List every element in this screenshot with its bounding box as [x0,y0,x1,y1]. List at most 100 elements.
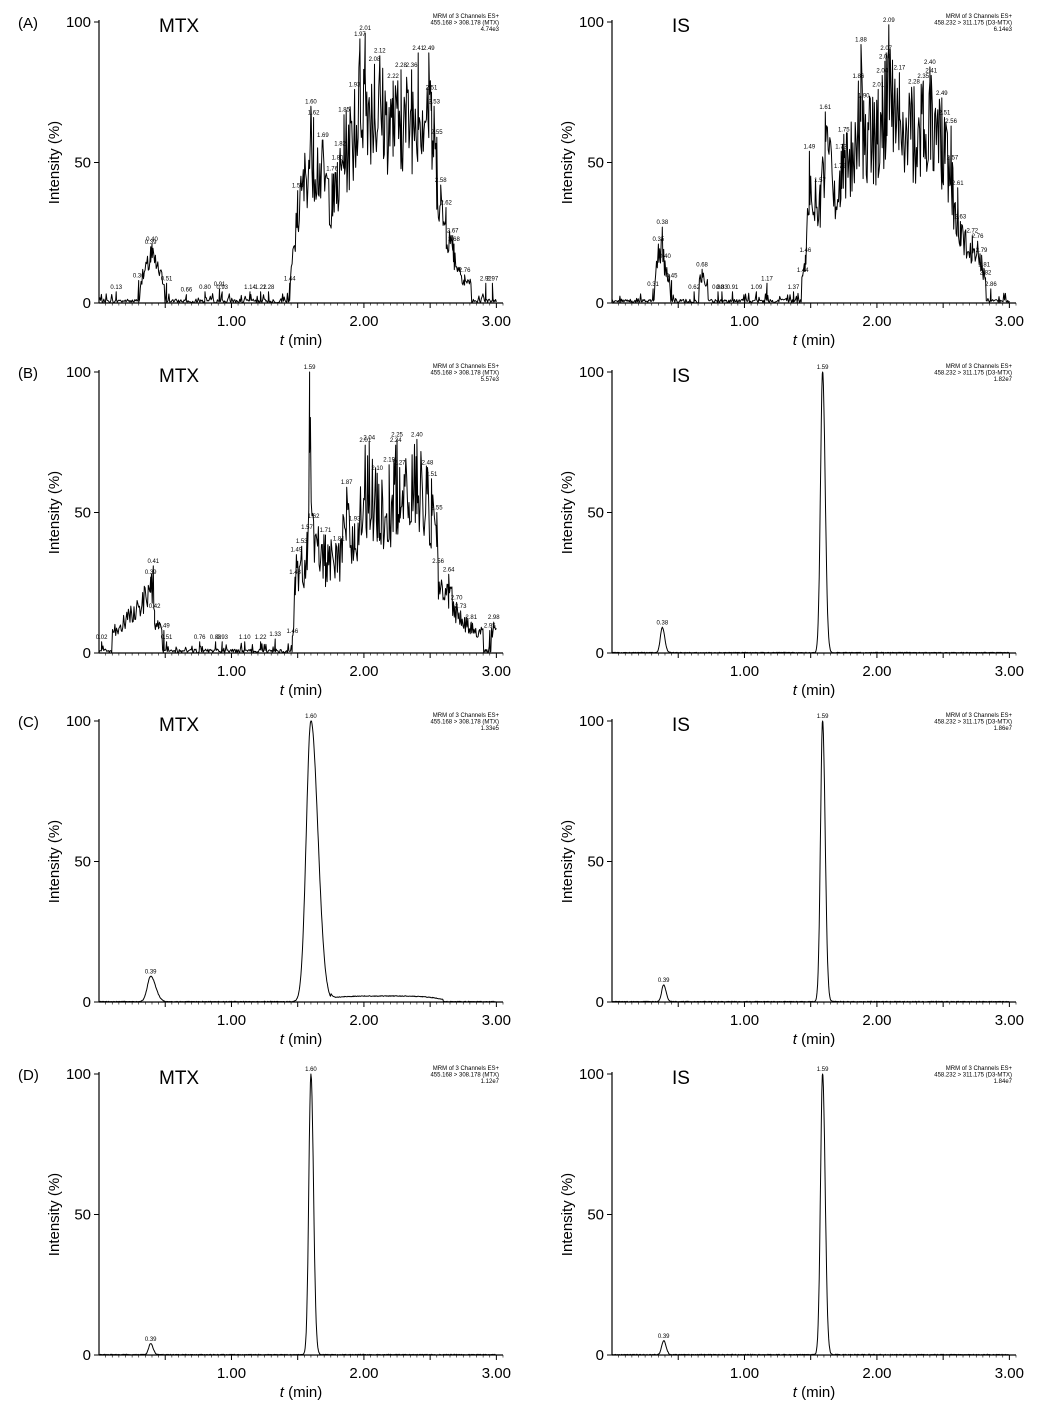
peak-label: 0.80 [712,285,724,291]
peak-label: 0.66 [181,288,193,294]
y-tick-label: 100 [579,1066,604,1083]
peak-label: 0.39 [658,978,670,984]
peak-label: 0.39 [145,970,157,976]
y-axis-title: Intensity (%) [46,1173,63,1256]
peak-label: 2.08 [369,57,381,63]
chromatogram-panel-d-mtx: (D) MTX MRM of 3 Channels ES+455.168 > 308… [18,1066,511,1401]
peak-label: 0.39 [145,240,157,246]
peak-label: 0.91 [727,285,739,291]
y-axis-title: Intensity (%) [46,820,63,903]
peak-label: 2.12 [374,49,386,55]
peak-label: 1.33 [269,632,281,638]
peak-label: 2.10 [371,466,383,472]
peak-label: 2.28 [395,63,407,69]
peak-label: 1.46 [800,248,812,254]
peak-label: 2.24 [390,438,402,444]
header-line: 5.57e3 [481,377,500,383]
chromatogram-trace [99,1073,497,1356]
chromatogram-trace [98,371,497,654]
analyte-name: MTX [159,366,199,387]
peak-label: 0.88 [210,635,222,641]
peak-label: 1.46 [287,629,299,635]
header-line: 455.168 > 308.178 (MTX) [430,1073,499,1079]
x-axis-title-unit: (min) [284,1384,322,1401]
x-axis-title-var: t [793,1031,798,1048]
y-axis-title: Intensity (%) [559,820,576,903]
x-axis-title-var: t [280,1031,285,1048]
y-tick-label: 100 [66,364,91,381]
x-axis-title: t (min) [280,1384,323,1401]
peak-label: 1.62 [308,111,320,117]
header-line: 458.232 > 311.175 (D3-MTX) [934,720,1012,726]
peak-label: 2.06 [879,54,891,60]
peak-label: 2.25 [391,432,403,438]
x-tick-label: 3.00 [482,1365,511,1382]
peak-label: 2.73 [455,604,467,610]
peak-label: 2.67 [447,229,459,235]
peak-label: 0.13 [110,285,122,291]
peak-label: 1.87 [341,480,353,486]
peak-label: 1.50 [292,184,304,190]
peak-label: 1.90 [858,94,870,100]
header-line: 4.74e3 [481,27,500,33]
peak-label: 1.22 [255,285,267,291]
peak-label: 1.82 [334,141,346,147]
y-tick-label: 0 [83,645,91,662]
header-line: 1.82e7 [994,377,1013,383]
y-axis-title: Intensity (%) [46,471,63,554]
peak-label: 2.01 [872,82,884,88]
peak-label: 2.62 [440,200,452,206]
x-axis-title-unit: (min) [797,682,835,699]
x-tick-label: 2.00 [349,1365,378,1382]
x-axis-title-unit: (min) [284,332,322,349]
chromatogram-panel-c-mtx: (C) MTX MRM of 3 Channels ES+455.168 > 308… [18,713,511,1048]
peak-label: 2.70 [451,595,463,601]
peak-label: 2.35 [917,74,929,80]
analyte-name: IS [672,16,690,37]
peak-label: 1.73 [835,144,847,150]
x-tick-label: 2.00 [349,663,378,680]
row-label: (B) [18,365,38,382]
y-tick-label: 50 [74,854,91,871]
y-tick-label: 0 [596,1347,604,1364]
peak-label: 2.40 [411,432,423,438]
peak-label: 1.09 [751,285,763,291]
x-axis-title-unit: (min) [284,1031,322,1048]
peak-label: 2.95 [484,624,496,630]
x-axis-title-unit: (min) [797,1031,835,1048]
peak-label: 2.49 [936,91,948,97]
peak-label: 2.68 [448,237,460,243]
peak-label: 0.51 [161,635,173,641]
header-line: 455.168 > 308.178 (MTX) [430,371,499,377]
x-tick-label: 2.00 [862,1012,891,1029]
analyte-name: MTX [159,1068,199,1089]
peak-label: 0.40 [659,254,671,260]
y-tick-label: 50 [587,155,604,172]
peak-label: 1.59 [304,365,316,371]
header-line: MRM of 3 Channels ES+ [433,14,500,20]
y-tick-label: 100 [579,713,604,730]
header-line: MRM of 3 Channels ES+ [433,1066,500,1072]
header-line: MRM of 3 Channels ES+ [946,364,1013,370]
peak-label: 2.76 [459,268,471,274]
header-line: MRM of 3 Channels ES+ [946,713,1013,719]
peak-label: 2.04 [363,435,375,441]
peak-label: 1.60 [305,99,317,105]
x-tick-label: 1.00 [217,663,246,680]
header-line: 1.84e7 [994,1079,1013,1085]
header-line: 1.12e7 [481,1079,500,1085]
peak-label: 2.72 [966,229,978,235]
peak-label: 0.80 [199,285,211,291]
y-tick-label: 50 [74,1207,91,1224]
peak-label: 0.38 [656,621,668,627]
y-tick-label: 50 [587,1207,604,1224]
peak-label: 2.01 [359,438,371,444]
x-axis-title-var: t [793,1384,798,1401]
peak-label: 1.14 [244,285,256,291]
peak-label: 2.19 [383,458,395,464]
chromatogram-panel-is-1-is: IS MRM of 3 Channels ES+458.232 > 311.175… [559,364,1024,699]
peak-label: 1.61 [819,105,831,111]
header-line: MRM of 3 Channels ES+ [433,713,500,719]
y-axis-title: Intensity (%) [559,121,576,204]
header-line: 1.86e7 [994,726,1013,732]
